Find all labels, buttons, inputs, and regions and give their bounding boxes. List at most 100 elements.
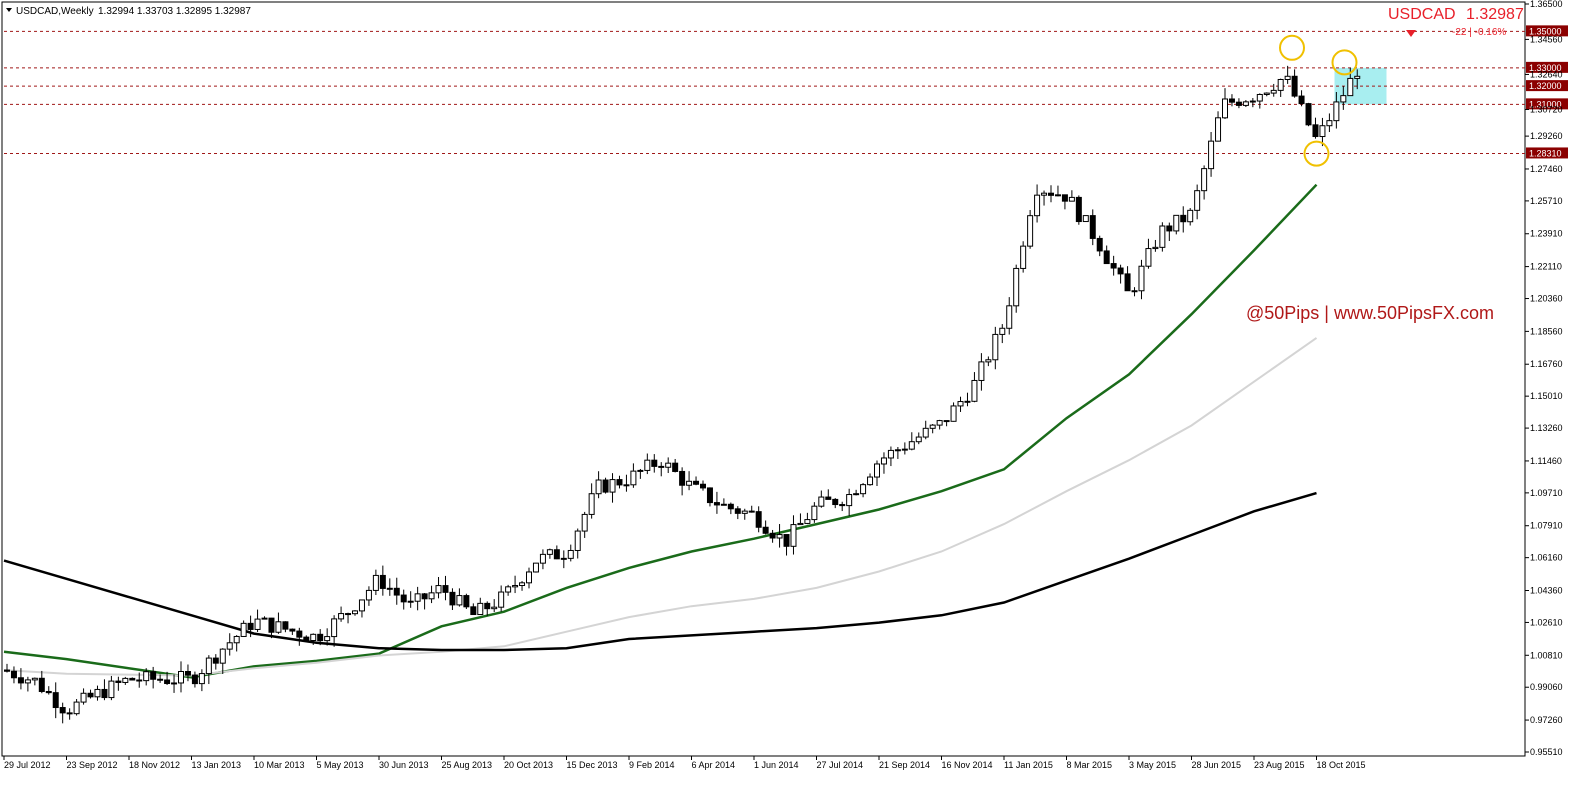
- candle-body: [1242, 101, 1249, 106]
- candle-body: [1034, 194, 1041, 217]
- candle-body: [414, 593, 421, 602]
- candle-body: [1277, 78, 1284, 91]
- candle-body: [755, 511, 762, 528]
- candle-body: [679, 470, 686, 486]
- candle-body: [546, 549, 553, 555]
- candle-body: [143, 671, 150, 682]
- candle-body: [254, 618, 261, 630]
- candle-body: [17, 677, 24, 684]
- candle-body: [352, 610, 358, 615]
- level-label-bg: [1526, 25, 1568, 37]
- down-triangle-icon: [1406, 30, 1416, 37]
- candle-body: [1041, 192, 1048, 196]
- horizontal-levels[interactable]: 1.35000 1.33000 1.32000 1.31000 1.28310: [4, 25, 1568, 159]
- candle-body: [936, 420, 943, 426]
- candle-body: [748, 510, 755, 513]
- candle-body: [825, 496, 832, 500]
- candle-body: [275, 621, 282, 633]
- candle-body: [470, 606, 477, 616]
- candle-body: [595, 479, 602, 495]
- candle-body: [846, 494, 853, 507]
- candle-body: [1159, 225, 1166, 248]
- quote-symbol: USDCAD: [1388, 6, 1456, 23]
- y-tick-label: 1.30720: [1530, 104, 1563, 114]
- x-tick-label: 11 Jan 2015: [1004, 760, 1053, 770]
- candle-body: [734, 508, 741, 514]
- moving-average-line: [3, 337, 1318, 677]
- candle-body: [686, 480, 693, 486]
- x-tick-label: 13 Jan 2013: [192, 760, 242, 770]
- candle-body: [136, 679, 143, 682]
- candle-body: [867, 476, 874, 486]
- candle-body: [769, 532, 776, 539]
- x-tick-label: 6 Apr 2014: [692, 760, 736, 770]
- candle-body: [10, 670, 17, 679]
- time-axis[interactable]: 29 Jul 2012 23 Sep 2012 18 Nov 2012 13 Jan …: [3, 756, 1366, 770]
- candle-body: [1354, 75, 1361, 79]
- candle-body: [908, 441, 915, 450]
- candle-body: [317, 633, 324, 642]
- candle-body: [839, 504, 846, 507]
- candle-body: [1166, 225, 1173, 232]
- candle-body: [171, 682, 178, 685]
- candle-body: [853, 493, 860, 496]
- candle-body: [379, 574, 386, 589]
- candle-body: [1103, 250, 1110, 265]
- x-tick-label: 8 Mar 2015: [1067, 760, 1113, 770]
- candle-body: [727, 503, 734, 510]
- candle-body: [581, 513, 588, 532]
- candle-body: [1096, 237, 1103, 252]
- candle-body: [880, 457, 887, 465]
- moving-average-line: [3, 491, 1317, 652]
- x-tick-label: 16 Nov 2014: [942, 760, 993, 770]
- level-label-bg: [1526, 61, 1568, 73]
- candle-body: [164, 679, 171, 685]
- candle-body: [922, 427, 929, 438]
- candle-body: [713, 502, 720, 506]
- candle-body: [1256, 93, 1263, 102]
- candle-body: [560, 557, 567, 560]
- candle-body: [637, 469, 644, 472]
- candle-body: [449, 591, 456, 606]
- candle-body: [184, 670, 191, 676]
- candle-body: [52, 692, 59, 709]
- highlight-circle: [1279, 34, 1305, 61]
- x-tick-label: 15 Dec 2013: [567, 760, 618, 770]
- candle-body: [101, 688, 108, 699]
- symbol-menu-icon[interactable]: [6, 8, 12, 12]
- x-tick-label: 21 Sep 2014: [879, 760, 930, 770]
- candle-body: [233, 635, 240, 644]
- candle-body: [574, 530, 581, 551]
- x-tick-label: 30 Jun 2013: [379, 760, 429, 770]
- y-tick-label: 1.07910: [1530, 521, 1563, 531]
- candle-body: [1117, 267, 1124, 275]
- price-axis[interactable]: 1.36500 1.34560 1.32640 1.30720 1.29260 1.274…: [1525, 0, 1563, 757]
- plot-frame: [1, 1, 1526, 757]
- x-tick-label: 29 Jul 2012: [4, 760, 51, 770]
- candle-body: [1124, 273, 1131, 292]
- x-tick-label: 27 Jul 2014: [817, 760, 864, 770]
- candle-body: [741, 510, 748, 514]
- candle-body: [358, 599, 365, 612]
- candle-body: [1180, 214, 1187, 223]
- candle-body: [950, 405, 957, 422]
- level-label: 1.33000: [1529, 63, 1562, 73]
- candle-body: [992, 333, 999, 361]
- candle-body: [226, 642, 233, 650]
- candle-body: [289, 628, 296, 632]
- candle-body: [1138, 265, 1145, 292]
- y-tick-label: 1.15010: [1530, 391, 1563, 401]
- candle-body: [247, 622, 254, 630]
- highlight-circles: [1279, 34, 1358, 167]
- candle-body: [1305, 103, 1312, 126]
- candle-body: [658, 465, 665, 468]
- candle-body: [1145, 248, 1152, 267]
- candle-body: [943, 420, 950, 423]
- candle-body: [1173, 214, 1180, 232]
- level-label: 1.28310: [1529, 148, 1562, 158]
- candle-body: [1054, 194, 1061, 197]
- candle-body: [651, 459, 658, 467]
- candle-body: [428, 592, 435, 600]
- candle-body: [790, 524, 797, 547]
